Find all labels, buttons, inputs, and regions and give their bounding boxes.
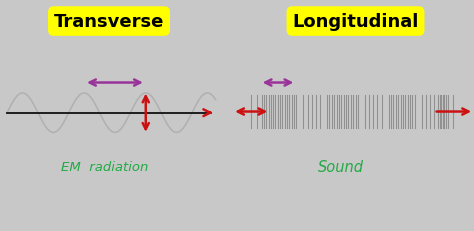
Text: Transverse: Transverse	[54, 13, 164, 31]
Text: Sound: Sound	[318, 159, 365, 174]
Text: EM  radiation: EM radiation	[61, 160, 148, 173]
Text: Longitudinal: Longitudinal	[292, 13, 419, 31]
